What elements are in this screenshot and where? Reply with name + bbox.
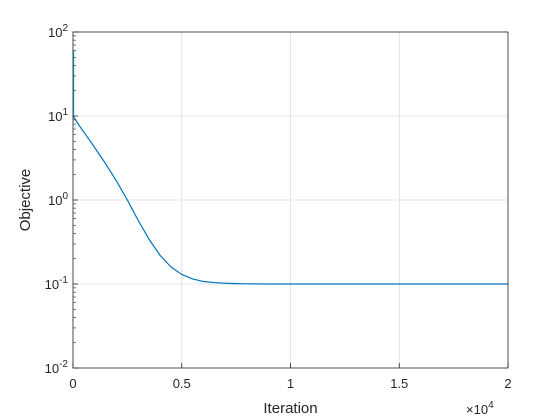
x-tick-label: 1 [287,376,294,391]
x-axis-label: Iteration [263,400,317,417]
x-tick-label: 0.5 [173,376,191,391]
y-tick-label: 100 [48,191,68,208]
x-axis-multiplier-exp: 4 [488,400,494,411]
x-axis-multiplier-base: ×10 [466,402,488,417]
x-axis-multiplier: ×104 [466,400,494,417]
x-tick-label: 2 [504,376,511,391]
y-tick-label: 10-2 [45,359,69,376]
x-tick-label: 0 [69,376,76,391]
x-tick-label: 1.5 [390,376,408,391]
tick-layer: 0 0.5 1 1.5 2 10-2 10-1 100 101 102 [45,23,512,391]
y-tick-label: 102 [48,23,68,40]
series-layer [72,50,508,285]
y-tick-label: 101 [48,107,68,124]
y-tick-label: 10-1 [45,275,69,292]
y-axis-label: Objective [17,169,34,232]
series-line [72,115,508,285]
